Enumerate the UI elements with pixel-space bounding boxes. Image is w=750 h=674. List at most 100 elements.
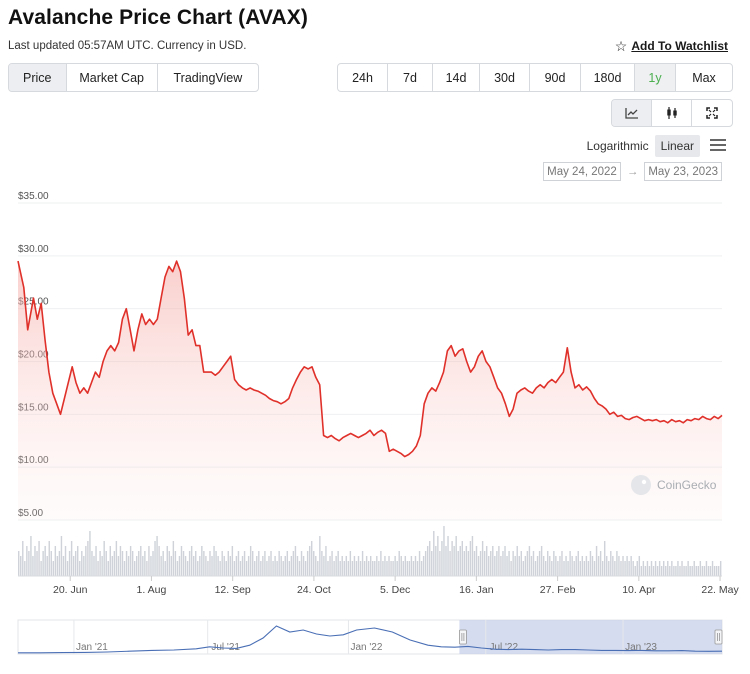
volume-bar: [589, 551, 592, 576]
volume-bar: [689, 566, 691, 576]
range-1y[interactable]: 1y: [635, 64, 676, 91]
volume-bar: [695, 566, 697, 576]
volume-bar: [361, 551, 364, 576]
volume-bar: [528, 546, 531, 576]
scale-linear[interactable]: Linear: [654, 135, 700, 157]
volume-bar: [386, 561, 388, 576]
volume-bar: [701, 566, 704, 576]
volume-bar: [91, 551, 93, 576]
volume-bar: [28, 551, 30, 576]
price-line: [17, 260, 723, 458]
scale-logarithmic[interactable]: Logarithmic: [586, 139, 649, 153]
volume-bar: [699, 561, 702, 576]
range-180d[interactable]: 180d: [581, 64, 635, 91]
fullscreen-button[interactable]: [692, 100, 732, 126]
navigator-handle[interactable]: [714, 629, 723, 645]
tab-market-cap[interactable]: Market Cap: [67, 64, 158, 91]
candlestick-button[interactable]: [652, 100, 692, 126]
range-7d[interactable]: 7d: [388, 64, 433, 91]
volume-bar: [422, 556, 425, 576]
line-chart-button[interactable]: [612, 100, 652, 126]
volume-bar: [681, 561, 683, 576]
tab-price[interactable]: Price: [9, 64, 67, 91]
volume-bar: [424, 551, 427, 576]
volume-bar: [583, 561, 586, 576]
volume-bar: [26, 546, 28, 576]
volume-bar: [79, 561, 81, 576]
range-max[interactable]: Max: [692, 70, 716, 85]
volume-bar: [370, 556, 372, 576]
volume-bar: [182, 551, 185, 576]
watchlist-label: Add To Watchlist: [631, 39, 728, 53]
volume-bar: [36, 551, 38, 576]
volume-bar: [48, 541, 50, 576]
volume-bar: [335, 556, 337, 576]
volume-bar: [160, 556, 162, 576]
volume-bar: [284, 556, 286, 576]
tab-tradingview[interactable]: TradingView: [173, 70, 243, 85]
price-chart[interactable]: $35.00$30.00$25.00$20.00$15.00$10.00$5.0…: [0, 190, 750, 674]
volume-bar: [412, 561, 415, 576]
volume-bar: [327, 561, 329, 576]
volume-bar: [563, 561, 565, 576]
volume-bar: [439, 551, 441, 576]
volume-bar: [142, 556, 144, 576]
volume-bar: [74, 551, 77, 576]
volume-bar: [298, 561, 301, 576]
volume-bar: [158, 546, 160, 576]
date-range-picker: May 24, 2022 → May 23, 2023: [543, 162, 722, 181]
volume-bar: [221, 551, 223, 576]
y-tick-label: $35.00: [18, 191, 49, 202]
volume-bar: [310, 541, 313, 576]
volume-bar: [62, 556, 65, 576]
volume-bar: [644, 566, 647, 576]
range-24h[interactable]: 24h: [338, 64, 388, 91]
date-to-input[interactable]: May 23, 2023: [644, 162, 722, 181]
price-area: [17, 260, 723, 520]
volume-bar: [453, 546, 455, 576]
volume-bar: [508, 551, 510, 576]
volume-bar: [205, 556, 207, 576]
volume-bar: [585, 556, 588, 576]
volume-bar: [54, 546, 57, 576]
volume-bar: [624, 561, 626, 576]
volume-bar: [510, 561, 512, 576]
volume-bar: [333, 561, 335, 576]
range-14d[interactable]: 14d: [433, 64, 480, 91]
volume-bar: [514, 556, 516, 576]
volume-bar: [306, 551, 309, 576]
navigator-tick-label: Jan '21: [76, 642, 108, 653]
add-to-watchlist-link[interactable]: ☆ Add To Watchlist: [615, 39, 728, 53]
range-90d[interactable]: 90d: [530, 64, 581, 91]
y-tick-label: $30.00: [18, 244, 49, 255]
volume-bar: [451, 541, 453, 576]
time-range-tabs: 24h 7d 14d 30d 90d 180d 1y Max: [337, 63, 733, 92]
volume-bar: [426, 546, 429, 576]
navigator-selection[interactable]: [459, 620, 722, 654]
volume-bar: [547, 551, 549, 576]
volume-bar: [131, 551, 134, 576]
volume-bar: [154, 541, 156, 576]
volume-bar: [52, 561, 55, 576]
x-tick-label: 27. Feb: [540, 584, 576, 596]
volume-bar: [38, 541, 40, 576]
volume-bar: [235, 556, 238, 576]
navigator-handle[interactable]: [459, 629, 467, 645]
range-30d[interactable]: 30d: [480, 64, 530, 91]
chart-menu-icon[interactable]: [710, 139, 726, 151]
volume-bar: [632, 561, 634, 576]
volume-bar: [93, 556, 95, 576]
chart-metric-tabs: Price Market Cap TradingView: [8, 63, 259, 92]
volume-bar: [400, 556, 402, 576]
volume-bar: [239, 561, 242, 576]
date-from-input[interactable]: May 24, 2022: [543, 162, 621, 181]
volume-bar: [254, 561, 256, 576]
volume-bar: [105, 551, 107, 576]
volume-bar: [186, 561, 189, 576]
volume-bar: [492, 546, 494, 576]
volume-bar: [264, 551, 266, 576]
volume-bar: [418, 551, 421, 576]
volume-bar: [278, 551, 280, 576]
volume-bar: [447, 536, 449, 576]
navigator[interactable]: Jan '21 Jul '21 Jan '22 Jul '22 Jan '23: [17, 619, 723, 655]
